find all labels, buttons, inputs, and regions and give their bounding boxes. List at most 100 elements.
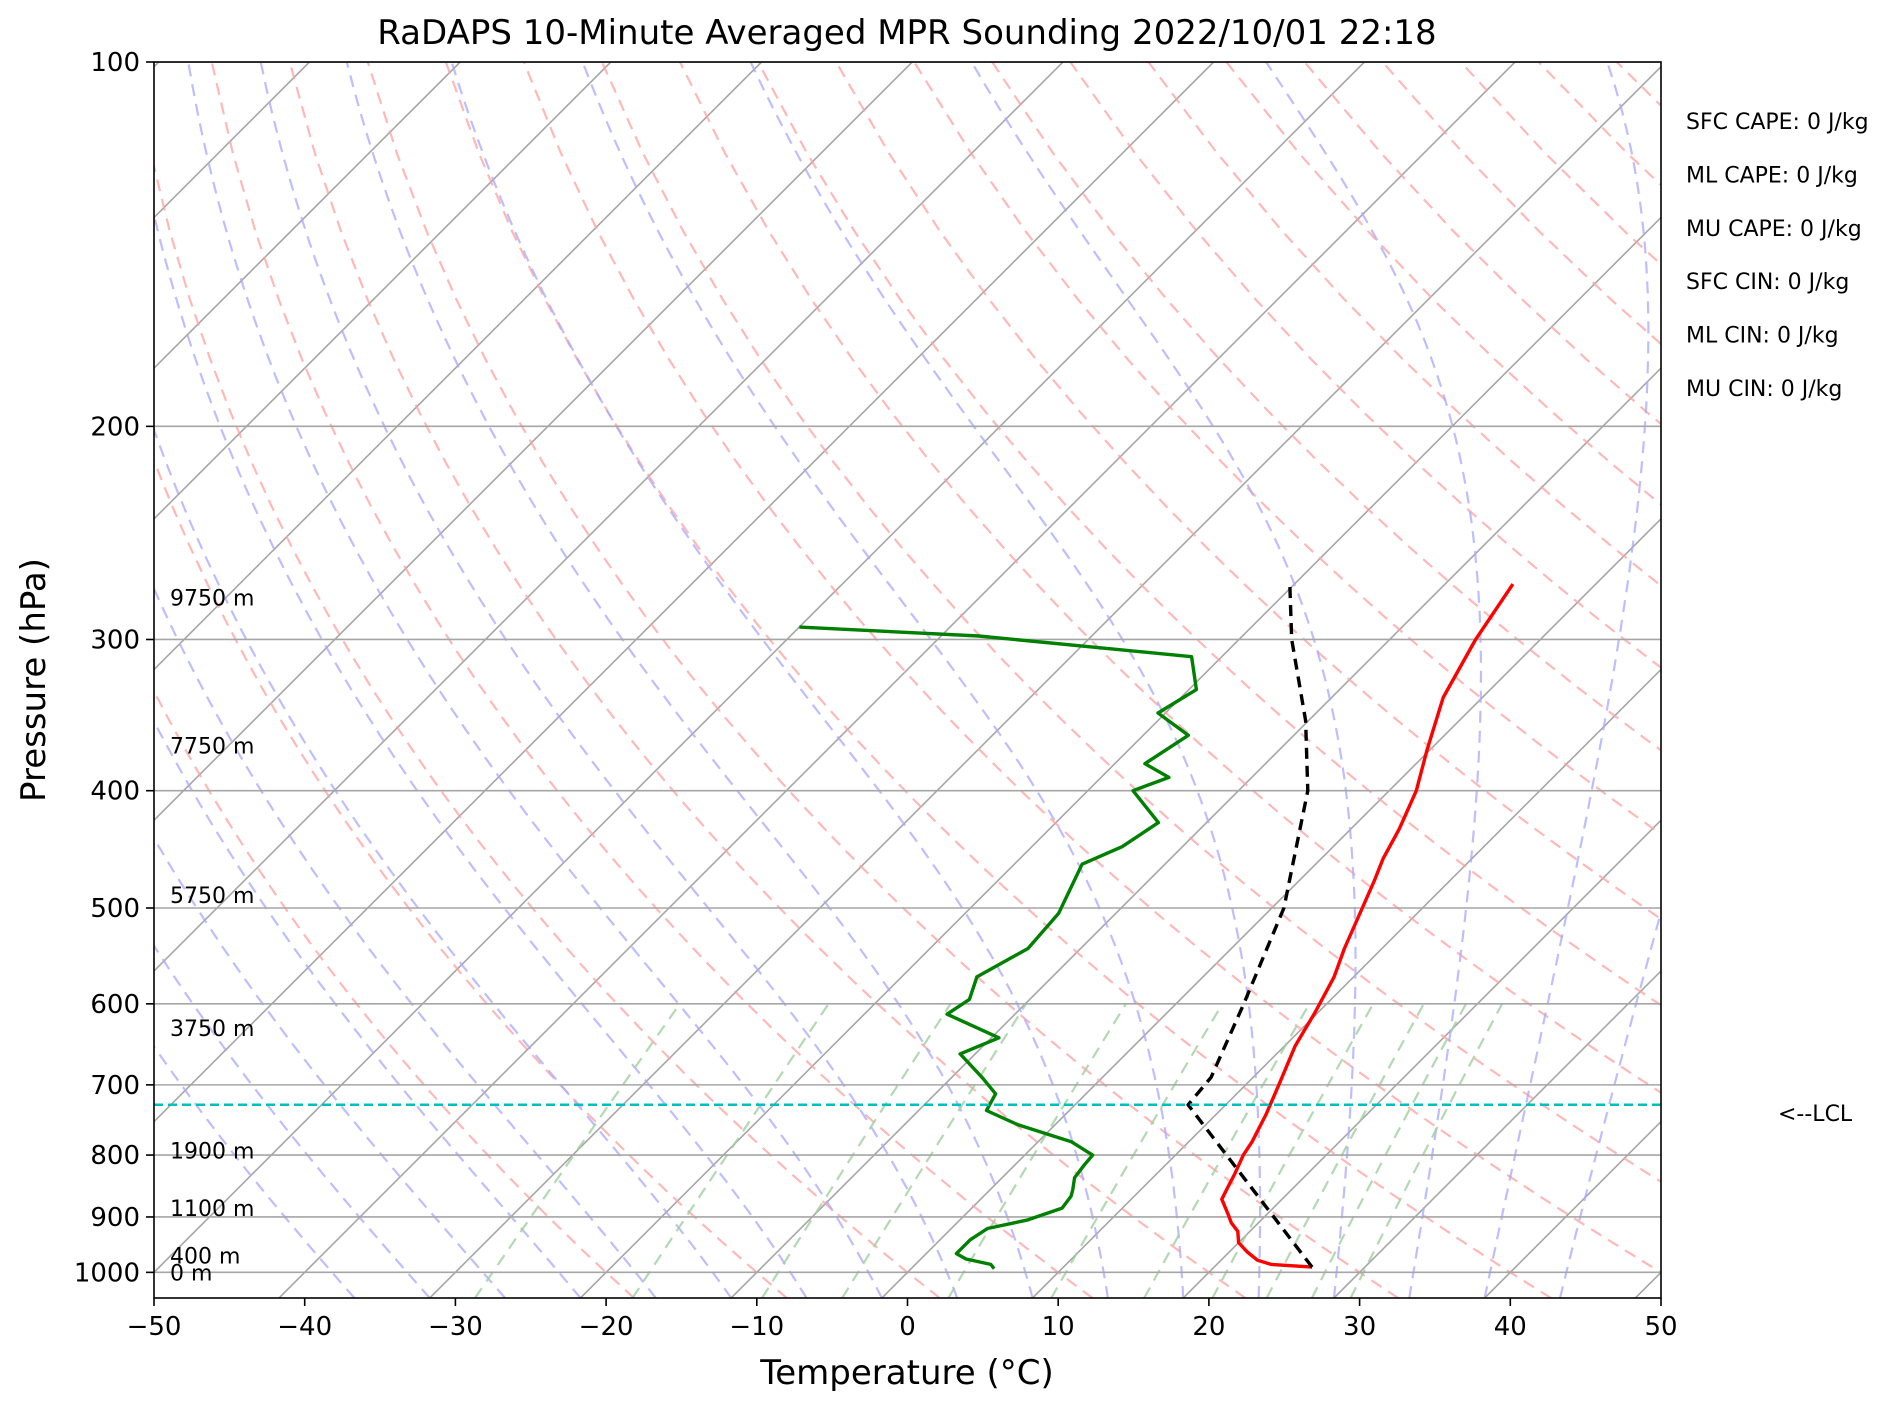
dry-adiabat-line: [154, 688, 635, 1298]
x-tick-label: −20: [579, 1312, 634, 1342]
stability-index: MU CAPE: 0 J/kg: [1686, 217, 1862, 242]
temperature-line: [1220, 583, 1515, 1269]
profile-lines: [799, 583, 1515, 1270]
height-label: 9750 m: [170, 587, 254, 612]
stability-index: MU CIN: 0 J/kg: [1686, 377, 1842, 402]
moist-adiabat-line: [1483, 62, 1650, 1298]
x-tick-label: −50: [127, 1312, 182, 1342]
y-tick-label: 800: [90, 1141, 140, 1171]
height-label: 1100 m: [170, 1197, 254, 1222]
moist-adiabat-line: [187, 62, 883, 1298]
dry-adiabat-line: [835, 62, 1661, 921]
moist-adiabat-line: [970, 62, 1357, 1298]
y-axis-label: Pressure (hPa): [14, 558, 54, 802]
isotherm-line: [154, 62, 913, 822]
moist-adiabat-line: [581, 62, 1185, 1298]
isotherm-line: [881, 517, 1661, 1298]
parcel-line: [1186, 584, 1314, 1269]
lcl-label: <--LCL: [1778, 1102, 1853, 1127]
dry-adiabat-line: [679, 62, 1661, 1094]
isotherm-line: [1182, 819, 1661, 1298]
mixing-ratio-line: [474, 1003, 681, 1298]
isotherm-line: [278, 62, 1516, 1298]
dry-adiabat-line: [154, 161, 941, 1298]
x-axis-label: Temperature (°C): [759, 1353, 1053, 1393]
pressure-gridlines: [154, 62, 1661, 1274]
y-axis-ticks: 100 200 300 400 500 600 700 800 900 1000: [74, 48, 154, 1288]
dewpoint-line: [799, 625, 1199, 1270]
isotherm-line: [1031, 668, 1661, 1298]
dry-adiabat-line: [522, 62, 1661, 1274]
moist-adiabat-line: [259, 62, 959, 1298]
y-tick-label: 300: [90, 625, 140, 655]
isotherm-line: [154, 62, 612, 520]
mixing-ratio-line: [1349, 1003, 1504, 1298]
moist-adiabat-line: [154, 943, 431, 1298]
moist-adiabat-line: [154, 210, 808, 1298]
isotherm-line: [1333, 969, 1661, 1298]
mixing-ratio-line: [1310, 1003, 1467, 1298]
x-tick-label: −30: [428, 1312, 483, 1342]
dry-adiabat-line: [600, 62, 1661, 1183]
isotherm-line: [0, 62, 8, 1298]
y-tick-label: 900: [90, 1203, 140, 1233]
dry-adiabat-line: [366, 62, 1399, 1298]
y-tick-label: 600: [90, 990, 140, 1020]
y-tick-label: 200: [90, 412, 140, 442]
x-tick-label: 20: [1192, 1312, 1225, 1342]
height-label: 7750 m: [170, 734, 254, 759]
isotherm-line: [154, 62, 1064, 973]
mixing-ratio-line: [631, 1003, 830, 1298]
moist-adiabat-line: [450, 62, 1109, 1298]
isotherm-line: [154, 62, 763, 671]
mixing-ratio-line: [1211, 1003, 1375, 1298]
moist-adiabat-line: [345, 62, 1034, 1298]
height-label: 3750 m: [170, 1017, 254, 1042]
stability-index: SFC CIN: 0 J/kg: [1686, 270, 1849, 295]
x-tick-label: −40: [277, 1312, 332, 1342]
moist-adiabat-line: [154, 426, 733, 1298]
stability-index: SFC CAPE: 0 J/kg: [1686, 110, 1869, 135]
chart-title: RaDAPS 10-Minute Averaged MPR Sounding 2…: [377, 13, 1436, 53]
isotherm-line: [429, 65, 1661, 1298]
y-tick-label: 700: [90, 1071, 140, 1101]
y-tick-label: 1000: [74, 1258, 140, 1288]
dry-adiabat-line: [1069, 62, 1661, 669]
moist-adiabat-line: [154, 586, 657, 1298]
isotherm-line: [154, 62, 1365, 1274]
moist-adiabat-line: [154, 836, 506, 1298]
plot-frame: [153, 61, 1662, 1299]
dry-adiabat-line: [991, 62, 1661, 752]
x-tick-label: 40: [1494, 1312, 1527, 1342]
moist-adiabat-line: [154, 719, 582, 1298]
isotherm-line: [154, 62, 461, 370]
isotherm-line: [579, 216, 1661, 1298]
isotherm-line: [730, 367, 1661, 1298]
isotherm-line: [154, 62, 1215, 1123]
x-tick-label: 10: [1042, 1312, 1075, 1342]
height-label: 5750 m: [170, 884, 254, 909]
lcl-marker: <--LCL: [154, 1102, 1853, 1127]
x-tick-label: 30: [1343, 1312, 1376, 1342]
x-tick-label: 0: [899, 1312, 916, 1342]
dry-adiabat-line: [444, 62, 1552, 1298]
mixing-ratio-line: [841, 1003, 1028, 1298]
dry-adiabat-line: [757, 62, 1661, 1007]
y-tick-label: 100: [90, 48, 140, 78]
mixing-ratio-line: [1265, 1003, 1425, 1298]
x-axis-ticks: −50 −40 −30 −20 −10 0 10 20 30 40 50: [127, 1298, 1678, 1342]
y-tick-label: 400: [90, 777, 140, 807]
y-tick-label: 500: [90, 894, 140, 924]
height-labels: 9750 m 7750 m 5750 m 3750 m 1900 m 1100 m 400 …: [170, 587, 254, 1287]
moist-adiabat-line: [1265, 62, 1483, 1298]
mixing-ratio-line: [761, 1003, 952, 1298]
dry-adiabat-line: [913, 62, 1661, 836]
stability-index: ML CAPE: 0 J/kg: [1686, 163, 1858, 188]
moist-adiabat-line: [749, 62, 1262, 1298]
background-lines: [0, 62, 1661, 1298]
mixing-ratio-line: [1143, 1003, 1311, 1298]
dry-adiabat-line: [210, 62, 1094, 1298]
stability-index: ML CIN: 0 J/kg: [1686, 324, 1839, 349]
x-tick-label: 50: [1644, 1312, 1677, 1342]
